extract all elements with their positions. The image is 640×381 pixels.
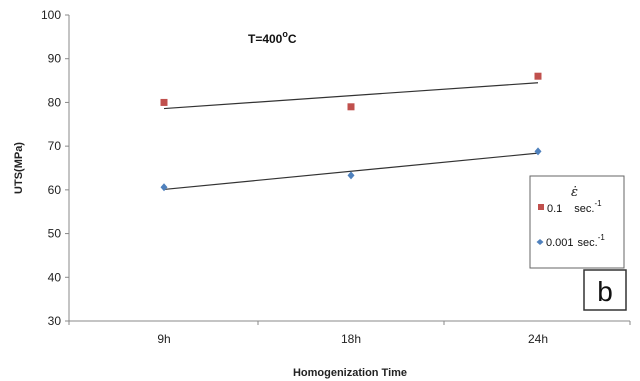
point-0.1-24h [534,72,542,80]
y-axis-title: UTS(MPa) [13,142,25,194]
point-0.001-18h [347,171,355,180]
point-0.001-24h [534,147,542,156]
y-axis-ticks: 30 40 50 60 70 80 90 100 [41,8,69,328]
legend-marker-0.001 [536,239,544,245]
y-tick-label: 90 [48,52,62,66]
legend-label-0.1: 0.1 sec.-1 [547,199,602,215]
x-tick-label: 18h [341,332,361,346]
legend-box [529,175,625,269]
y-tick-label: 30 [48,314,62,328]
x-axis-ticks: 9h 18h 24h [68,321,631,346]
x-tick-label: 24h [528,332,548,346]
legend-label-0.001: 0.001 sec.-1 [546,233,605,249]
trendline-0.1 [163,82,539,110]
legend-symbol: ε̇ [571,185,578,200]
legend-marker-0.1 [538,204,544,210]
legend: ε̇ 0.1 sec.-1 0.001 sec.-1 b [529,175,627,311]
trendlines [163,82,539,191]
x-tick-label: 9h [157,332,170,346]
temperature-annotation: T=400oC [248,29,297,46]
trendline-0.001 [163,152,539,191]
y-tick-label: 100 [41,8,61,22]
x-axis-title: Homogenization Time [293,367,407,379]
panel-label-box [583,269,627,311]
y-tick-label: 80 [48,95,62,109]
data-markers [160,72,542,192]
panel-label: b [597,276,613,307]
point-0.001-9h [160,183,168,192]
point-0.1-18h [347,103,355,111]
point-0.1-9h [160,98,168,106]
y-tick-label: 70 [48,139,62,153]
y-tick-label: 60 [48,183,62,197]
y-tick-label: 40 [48,270,62,284]
y-tick-label: 50 [48,227,62,241]
